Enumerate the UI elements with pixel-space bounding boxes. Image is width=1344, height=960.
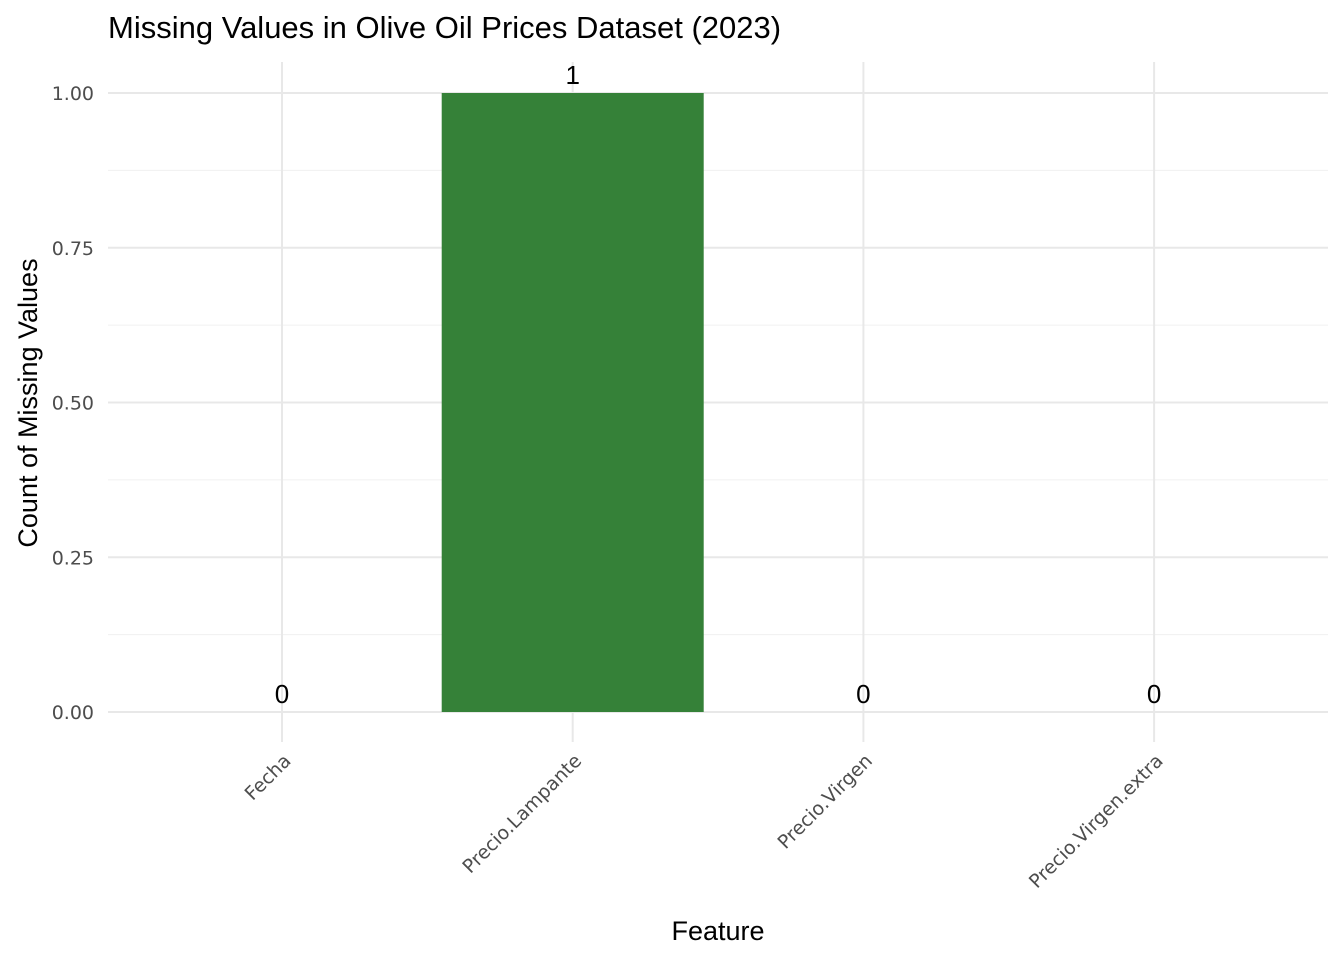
y-axis-title: Count of Missing Values [13, 258, 43, 547]
x-tick-label: Precio.Virgen [773, 750, 877, 854]
y-tick-label: 0.50 [52, 393, 94, 415]
bar-value-label: 0 [275, 679, 289, 709]
bar-value-labels: 0 1 0 0 [275, 60, 1162, 709]
gridlines [108, 62, 1328, 742]
x-tick-label: Precio.Virgen.extra [1025, 750, 1168, 893]
x-axis-title: Feature [671, 916, 764, 946]
bar-value-label: 0 [1147, 679, 1161, 709]
y-tick-label: 1.00 [52, 83, 94, 105]
bar-precio-lampante [441, 93, 704, 712]
y-tick-label: 0.75 [52, 238, 94, 260]
y-axis-ticks: 0.00 0.25 0.50 0.75 1.00 [52, 83, 94, 724]
chart-title: Missing Values in Olive Oil Prices Datas… [108, 10, 782, 45]
bar-value-label: 0 [856, 679, 870, 709]
bar-value-label: 1 [565, 60, 579, 90]
x-tick-label: Precio.Lampante [458, 750, 586, 878]
y-tick-label: 0.25 [52, 547, 94, 569]
y-tick-label: 0.00 [52, 702, 94, 724]
bars [441, 93, 704, 712]
x-tick-label: Fecha [241, 750, 296, 805]
x-axis-ticks: Fecha Precio.Lampante Precio.Virgen Precio.… [241, 750, 1168, 893]
